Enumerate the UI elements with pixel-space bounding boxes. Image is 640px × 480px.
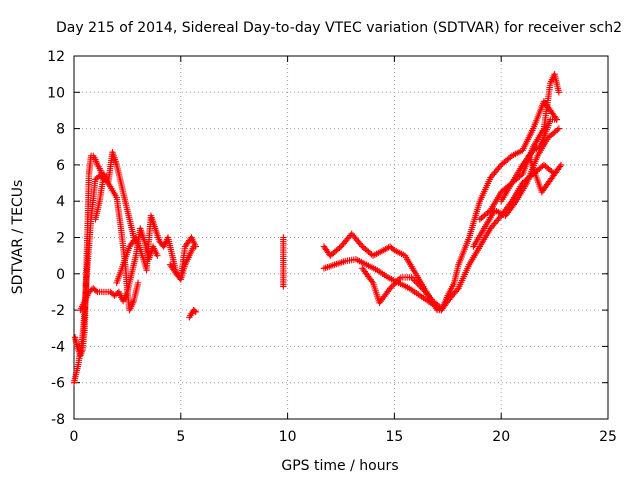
series-track-4 <box>92 148 138 241</box>
data-point <box>386 285 394 292</box>
y-tick-label: 0 <box>56 267 65 283</box>
y-tick-label: -4 <box>51 339 65 355</box>
y-tick-label: -2 <box>51 303 65 319</box>
data-point <box>391 280 398 287</box>
data-point <box>550 172 557 179</box>
series-track-7 <box>186 306 199 321</box>
data-point <box>555 89 563 96</box>
data-point <box>551 170 558 178</box>
y-tick-label: -8 <box>51 412 65 428</box>
data-point <box>396 275 403 283</box>
data-point <box>436 303 443 310</box>
data-point <box>393 278 400 286</box>
data-points <box>70 70 565 386</box>
data-point <box>556 163 564 170</box>
series-track-15 <box>525 152 558 196</box>
series-track-8 <box>280 234 287 290</box>
y-axis-label: SDTVAR / TECUs <box>10 180 26 295</box>
data-point <box>388 283 395 290</box>
data-point <box>394 277 401 284</box>
data-point <box>409 275 417 283</box>
data-point <box>412 278 420 286</box>
data-point <box>411 277 418 284</box>
y-tick-label: 10 <box>47 85 65 101</box>
x-axis-label: GPS time / hours <box>281 458 398 474</box>
series-track-3 <box>77 225 161 314</box>
data-point <box>389 282 397 289</box>
x-tick-label: 10 <box>279 429 297 445</box>
data-point <box>417 283 424 290</box>
data-point <box>134 279 142 287</box>
data-point <box>92 287 100 294</box>
x-tick-label: 25 <box>599 429 617 445</box>
data-point <box>553 116 560 123</box>
x-tick-label: 5 <box>176 429 185 445</box>
grid <box>74 56 608 419</box>
series-track-14 <box>498 116 560 205</box>
y-tick-label: 4 <box>56 194 65 210</box>
series-track-9 <box>320 98 560 314</box>
data-point <box>336 244 343 252</box>
data-point <box>507 153 514 161</box>
x-tick-label: 20 <box>492 429 510 445</box>
data-point <box>414 280 421 287</box>
data-point <box>552 114 559 122</box>
axis-tick-labels: 0 5 10 15 20 25 -8 -6 -4 -2 0 2 4 6 8 10 12 <box>47 49 617 445</box>
y-tick-label: 12 <box>47 49 65 65</box>
chart-title: Day 215 of 2014, Sidereal Day-to-day VTE… <box>56 20 622 36</box>
data-point <box>192 243 199 250</box>
y-tick-label: -6 <box>51 376 65 392</box>
data-point <box>554 126 561 134</box>
data-point <box>408 274 415 281</box>
data-point <box>192 308 199 316</box>
data-point <box>154 252 161 259</box>
data-point <box>191 307 198 315</box>
y-tick-label: 8 <box>56 122 65 138</box>
x-tick-label: 15 <box>385 429 403 445</box>
y-tick-label: 2 <box>56 231 65 247</box>
data-point <box>389 245 397 253</box>
data-point <box>280 283 287 290</box>
series-track-6 <box>166 234 199 283</box>
data-point <box>415 282 423 289</box>
data-point <box>555 125 563 132</box>
y-tick-label: 6 <box>56 158 65 174</box>
x-tick-label: 0 <box>70 429 79 445</box>
series-track-11 <box>359 265 443 310</box>
data-point <box>557 161 565 169</box>
